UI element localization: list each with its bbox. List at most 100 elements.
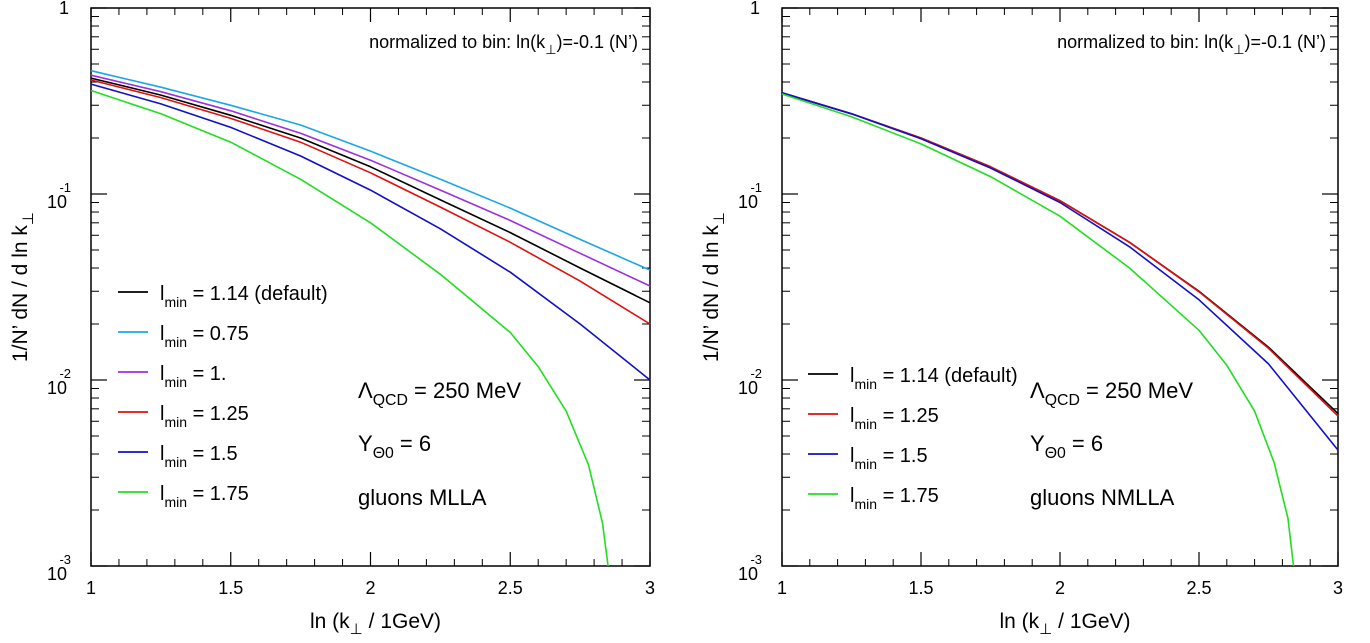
panel2-x-axis-label-rest: / 1GeV) (1052, 610, 1130, 633)
panel1-y-tick-label: 10 (47, 192, 67, 212)
panel2-y-axis-label-main: 1/N’ dN / d ln k (700, 225, 723, 362)
panel2-y-tick-exponent: -1 (750, 180, 762, 195)
panel2-y-tick-exponent: -2 (750, 366, 762, 381)
panel2-legend-l: l (850, 405, 854, 427)
panel1-legend-l: l (160, 363, 164, 385)
panel2-legend-value: = 1.14 (default) (877, 365, 1018, 387)
panel1-legend-entry: lmin = 1.25 (160, 403, 249, 430)
panel1-legend-value: = 1.75 (187, 483, 249, 505)
panel2-legend-entry: lmin = 1.25 (850, 405, 939, 432)
panel1-legend-l: l (160, 403, 164, 425)
panel2-x-tick-label: 1 (777, 578, 787, 598)
panel1-legend-entry: lmin = 1.14 (default) (160, 283, 328, 310)
panel1-series-line-5 (90, 89, 609, 567)
panel1-y-tick-exponent: -1 (59, 180, 71, 195)
panel2-legend-sub: min (854, 496, 877, 512)
panel1-normalization-note-main: normalized to bin: ln(k (369, 32, 546, 52)
panel2-normalization-note: normalized to bin: ln(k⊥)=-0.1 (N’) (1057, 32, 1326, 57)
panel1-x-axis-label-main: ln (k (310, 610, 350, 633)
panel1-series-line-2 (90, 74, 651, 287)
panel2-legend-value: = 1.75 (877, 485, 939, 507)
panel1-x-tick-label: 1 (86, 578, 96, 598)
panel1-x-tick-label: 2.5 (498, 578, 523, 598)
panel1-legend-entry: lmin = 0.75 (160, 323, 249, 350)
panel2-particle-label: gluons NMLLA (1030, 485, 1175, 510)
panel1-particle-label: gluons MLLA (358, 485, 487, 510)
panel2-lambda-sub: QCD (1045, 392, 1080, 409)
panel1-normalization-note-sub: ⊥ (545, 42, 556, 57)
panel1-y-annotation: YΘ0 = 6 (358, 431, 431, 462)
panel2-y-tick-exponent: -3 (750, 552, 762, 567)
panel2-normalization-note-main: normalized to bin: ln(k (1057, 32, 1234, 52)
panel2-legend-value: = 1.5 (877, 445, 928, 467)
panel2-y-axis-label: 1/N’ dN / d ln k⊥ (700, 212, 728, 362)
panel1-series-line-1 (90, 69, 651, 271)
panel2-legend-entry: lmin = 1.75 (850, 485, 939, 512)
panel2-y-symbol: Y (1030, 431, 1045, 456)
panel2-legend-value: = 1.25 (877, 405, 939, 427)
panel1-y-tick-label: 10 (47, 564, 67, 584)
panel1-x-tick-label: 3 (645, 578, 655, 598)
panel2-x-axis-label: ln (k⊥ / 1GeV) (999, 610, 1130, 638)
panel2-legend-entry: lmin = 1.5 (850, 445, 928, 472)
panel2-legend-l: l (850, 445, 854, 467)
panel1-x-axis-label: ln (k⊥ / 1GeV) (310, 610, 441, 638)
panel2-legend-sub: min (854, 376, 877, 392)
panel1-legend-value: = 1.14 (default) (187, 283, 328, 305)
panel1-legend-sub: min (164, 494, 187, 510)
panel2-x-tick-label: 2.5 (1186, 578, 1211, 598)
panel1-y-symbol: Y (358, 431, 373, 456)
panel1-y-tick-exponent: -3 (59, 552, 71, 567)
panel1-series-line-3 (90, 79, 651, 325)
panel1-series-line-0 (90, 77, 651, 304)
panel2-series-line-3 (781, 93, 1295, 567)
panel1-plot-frame (90, 7, 651, 567)
panel2-x-axis-label-main: ln (k (999, 610, 1039, 633)
panel1-legend-l: l (160, 483, 164, 505)
panel2-normalization-note-sub: ⊥ (1233, 42, 1244, 57)
panel2-lambda-symbol: Λ (1030, 378, 1045, 403)
panel2-series-line-1 (781, 92, 1339, 417)
panel1-legend-value: = 1.5 (187, 443, 238, 465)
panel2-x-tick-label: 1.5 (908, 578, 933, 598)
panel2-legend-l: l (850, 485, 854, 507)
panel2-normalization-note-rest: )=-0.1 (N’) (1244, 32, 1326, 52)
panel2-y-tick-label: 10 (738, 192, 758, 212)
panel2-x-tick-label: 3 (1333, 578, 1343, 598)
panel1-legend-sub: min (164, 334, 187, 350)
panel1-legend-sub: min (164, 294, 187, 310)
panel2-x-tick-label: 2 (1055, 578, 1065, 598)
panel2-lambda-annotation: ΛQCD = 250 MeV (1030, 378, 1193, 409)
panel1-y-axis-label: 1/N’ dN / d ln k⊥ (9, 212, 37, 362)
panel1-normalization-note-rest: )=-0.1 (N’) (556, 32, 638, 52)
panel1-legend-l: l (160, 283, 164, 305)
panel1-legend-l: l (160, 323, 164, 345)
panel2-y-tick-label: 1 (750, 0, 760, 18)
panel2-legend-sub: min (854, 416, 877, 432)
panel1-y-tick-exponent: -2 (59, 366, 71, 381)
panel2-y-axis-label-sub: ⊥ (711, 212, 728, 225)
panel1-x-tick-label: 1.5 (218, 578, 243, 598)
panel1-lambda-sub: QCD (373, 392, 408, 409)
panel2-series-line-2 (781, 92, 1339, 451)
panel1-legend-value: = 0.75 (187, 323, 249, 345)
panel1-legend-sub: min (164, 414, 187, 430)
panel2-x-axis-label-sub: ⊥ (1039, 621, 1052, 638)
panel1-y-value: = 6 (394, 431, 431, 456)
panel1-legend-l: l (160, 443, 164, 465)
panel1-normalization-note: normalized to bin: ln(k⊥)=-0.1 (N’) (369, 32, 638, 57)
panel1-legend-value: = 1.25 (187, 403, 249, 425)
panel1-legend-entry: lmin = 1.5 (160, 443, 238, 470)
panel1-series-line-4 (90, 83, 651, 381)
panel1-lambda-value: = 250 MeV (408, 378, 521, 403)
panel1-lambda-symbol: Λ (358, 378, 373, 403)
panel1-y-axis-label-sub: ⊥ (20, 212, 37, 225)
panel2-y-tick-label: 10 (738, 564, 758, 584)
panel2-y-annotation: YΘ0 = 6 (1030, 431, 1103, 462)
panel1-x-axis-label-rest: / 1GeV) (363, 610, 441, 633)
panel1-legend-sub: min (164, 374, 187, 390)
panel2-y-sub: Θ0 (1045, 445, 1066, 462)
panel1-legend-value: = 1. (187, 363, 226, 385)
panel1-x-tick-label: 2 (365, 578, 375, 598)
